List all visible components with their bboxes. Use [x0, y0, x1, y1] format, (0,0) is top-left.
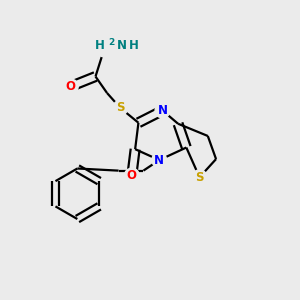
Circle shape	[63, 79, 78, 94]
Circle shape	[124, 168, 139, 183]
Text: N: N	[154, 154, 164, 166]
Text: N: N	[158, 104, 167, 117]
Circle shape	[113, 100, 128, 115]
Text: H: H	[94, 39, 104, 52]
Circle shape	[94, 33, 117, 57]
Circle shape	[192, 170, 207, 185]
Text: S: S	[116, 101, 124, 114]
Text: S: S	[195, 171, 204, 184]
Text: O: O	[66, 80, 76, 93]
Text: H: H	[129, 39, 139, 52]
Text: O: O	[127, 169, 137, 182]
Circle shape	[155, 103, 170, 118]
Circle shape	[152, 153, 167, 167]
Text: N: N	[117, 39, 127, 52]
Text: 2: 2	[108, 38, 115, 47]
